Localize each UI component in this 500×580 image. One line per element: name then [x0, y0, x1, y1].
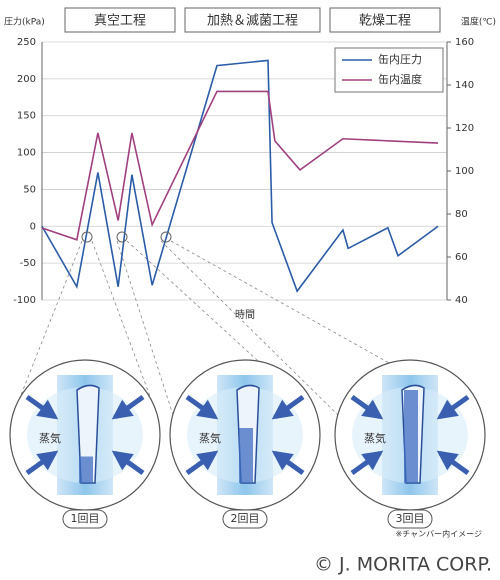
connector: [160, 240, 339, 416]
highlight-circle: [116, 231, 128, 243]
y2-tick-label: 60: [455, 252, 468, 263]
instrument-fill: [239, 428, 253, 483]
steam-label: 蒸気: [39, 431, 61, 445]
steam-arrow: [25, 394, 59, 420]
steam-arrow: [271, 394, 305, 420]
y2-tick-label: 40: [455, 295, 468, 306]
connector: [116, 240, 174, 416]
phase-box: [64, 7, 176, 33]
steam-arrow: [25, 450, 59, 476]
illustration-label: 1回目: [71, 512, 100, 525]
highlight-circle: [81, 231, 93, 243]
y-tick-label: -50: [20, 258, 36, 269]
illustration-label: 2回目: [231, 512, 260, 525]
phase-label: 真空工程: [94, 14, 146, 29]
connector: [12, 240, 83, 416]
y2-axis-label: 温度(℃): [461, 16, 496, 28]
steam-arrow: [185, 450, 219, 476]
label-box: [62, 509, 108, 529]
x-axis-label: 時間: [235, 309, 255, 321]
y-tick-label: 100: [17, 148, 36, 159]
highlight-circle: [160, 231, 172, 243]
y-axis-label: 圧力(kPa): [4, 16, 45, 28]
steam-arrow: [350, 450, 384, 476]
legend-label: 缶内温度: [378, 72, 422, 86]
steam-arrow: [111, 450, 145, 476]
steam-arrow: [436, 394, 470, 420]
y2-tick-label: 140: [455, 80, 474, 91]
steam-label: 蒸気: [364, 431, 386, 445]
y2-tick-label: 120: [455, 123, 474, 134]
y-tick-label: 50: [23, 184, 36, 195]
y-tick-label: 250: [17, 37, 36, 48]
steam-arrow: [111, 394, 145, 420]
copyright: © J. MORITA CORP.: [314, 554, 492, 576]
note: ※チャンバー内イメージ: [396, 529, 482, 539]
legend-label: 缶内圧力: [378, 52, 422, 66]
instrument-fill: [79, 456, 93, 483]
steam-label: 蒸気: [199, 431, 221, 445]
instrument-fill: [404, 390, 418, 483]
phase-label: 加熱＆滅菌工程: [207, 14, 298, 29]
y-tick-label: -100: [13, 295, 36, 306]
connector: [126, 240, 318, 416]
y2-tick-label: 160: [455, 37, 474, 48]
label-box: [222, 509, 268, 529]
series-line: [41, 90, 439, 241]
y2-tick-label: 100: [455, 166, 474, 177]
legend-box: [334, 47, 444, 93]
steam-arrow: [185, 394, 219, 420]
y-tick-label: 0: [30, 221, 36, 232]
steam-arrow: [350, 394, 384, 420]
steam-arrow: [271, 450, 305, 476]
series-line: [41, 59, 439, 293]
illustration-label: 3回目: [396, 512, 425, 525]
phase-label: 乾燥工程: [359, 14, 411, 29]
label-box: [387, 509, 433, 529]
y2-tick-label: 80: [455, 209, 468, 220]
phase-box: [184, 7, 321, 33]
connector: [91, 240, 158, 416]
y-tick-label: 200: [17, 74, 36, 85]
phase-box: [329, 7, 441, 33]
y-tick-label: 150: [17, 111, 36, 122]
steam-arrow: [436, 450, 470, 476]
